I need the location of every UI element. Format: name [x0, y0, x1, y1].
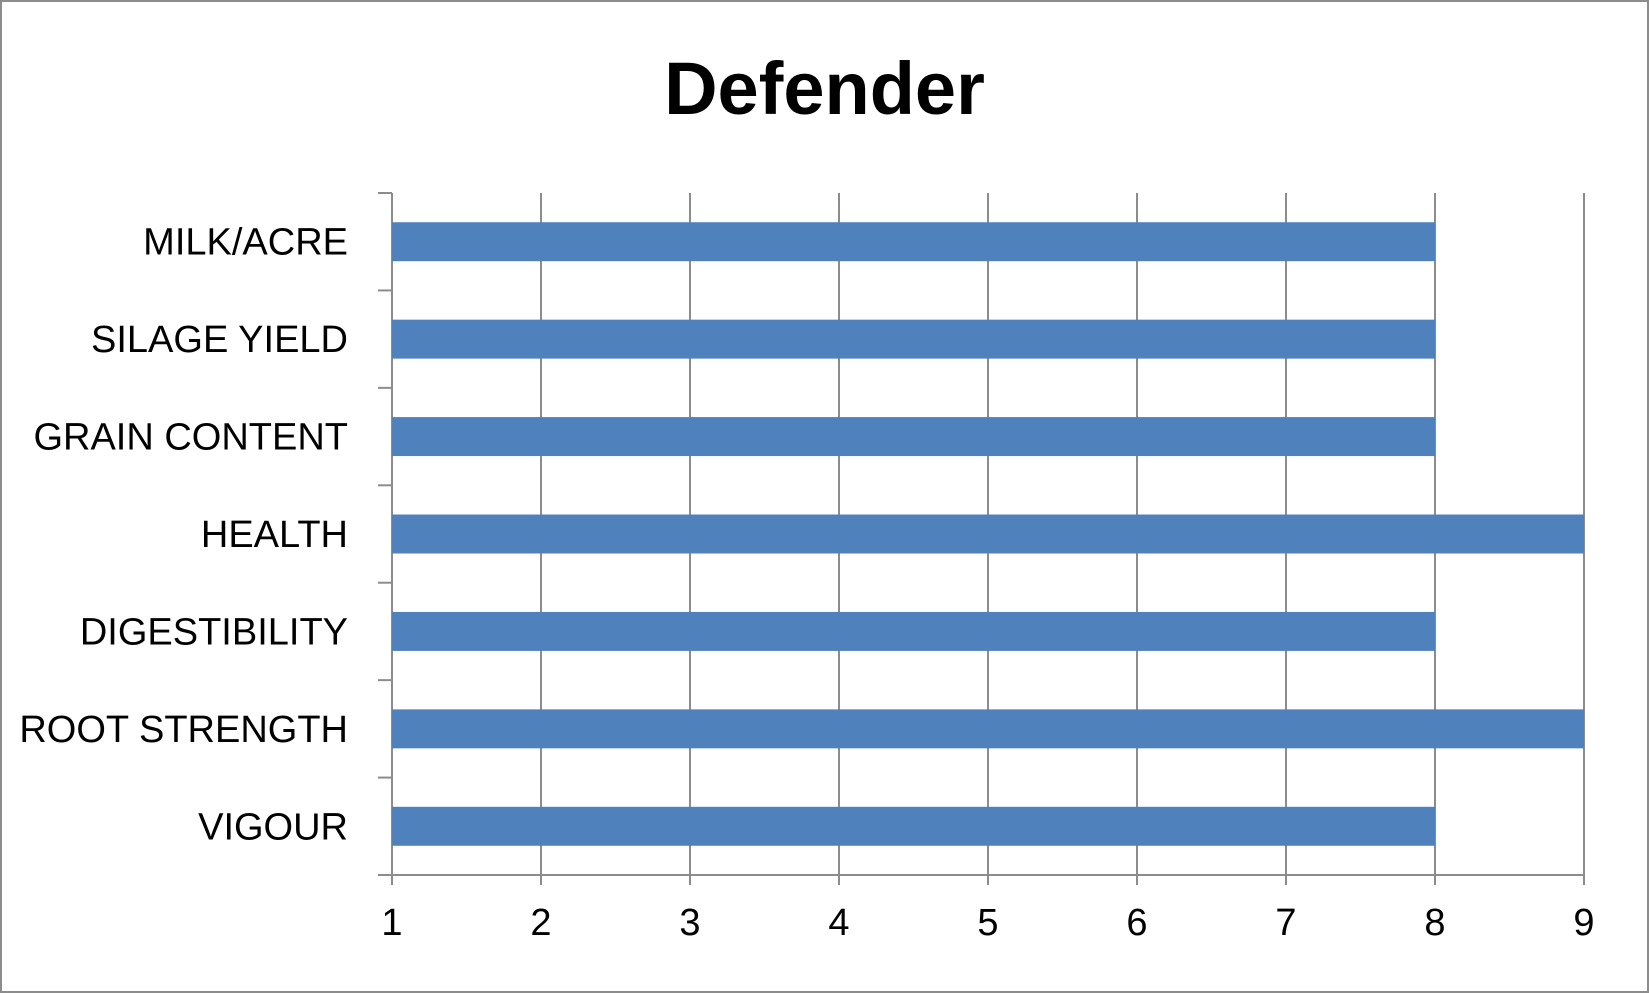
category-label: SILAGE YIELD	[91, 319, 348, 361]
category-label: GRAIN CONTENT	[33, 417, 348, 459]
bar	[392, 709, 1584, 749]
x-tick-label: 1	[381, 902, 402, 944]
x-tick-label: 3	[679, 902, 700, 944]
category-label: VIGOUR	[198, 806, 348, 848]
category-label: MILK/ACRE	[143, 222, 348, 264]
category-label: DIGESTIBILITY	[80, 611, 348, 653]
chart-title: Defender	[664, 47, 985, 130]
bar	[392, 319, 1435, 359]
bar	[392, 806, 1435, 846]
bar	[392, 417, 1435, 457]
bar	[392, 514, 1584, 554]
x-tick-label: 5	[977, 902, 998, 944]
category-label: HEALTH	[201, 514, 348, 556]
x-tick-label: 9	[1573, 902, 1594, 944]
x-tick-label: 4	[828, 902, 849, 944]
x-tick-label: 8	[1424, 902, 1445, 944]
category-label: ROOT STRENGTH	[19, 709, 348, 751]
bar	[392, 222, 1435, 262]
x-tick-label: 7	[1275, 902, 1296, 944]
x-tick-label: 6	[1126, 902, 1147, 944]
bar	[392, 611, 1435, 651]
x-tick-label: 2	[530, 902, 551, 944]
